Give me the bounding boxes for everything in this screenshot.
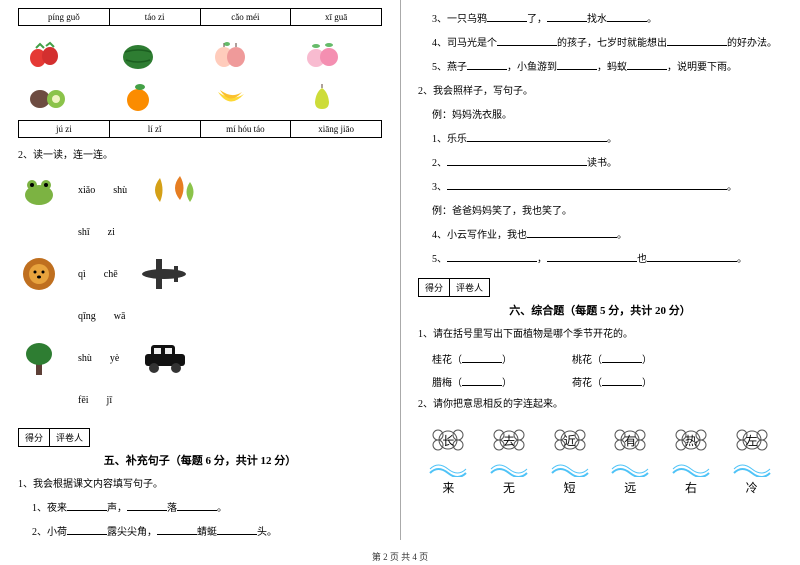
- pinyin-cell: mí hóu táo: [201, 121, 292, 137]
- banana-icon: [202, 78, 258, 116]
- peach-icon: [294, 36, 350, 74]
- fill-line: 2、小荷露尖尖角，蜻蜓头。: [18, 521, 382, 545]
- orange-icon: [110, 78, 166, 116]
- sec5-q1: 1、我会根据课文内容填写句子。: [18, 473, 382, 497]
- wave-row: 来 无 短 远 右 冷: [418, 463, 782, 498]
- wave-item: 无: [489, 463, 529, 498]
- word: chē: [104, 269, 118, 280]
- fill-line: 2、读书。: [418, 152, 782, 176]
- word: wā: [114, 311, 126, 322]
- sec-q2: 2、我会照样子，写句子。: [418, 80, 782, 104]
- grader-label: 评卷人: [50, 429, 89, 446]
- pinyin-cell: lí zǐ: [110, 121, 201, 137]
- matching-area: xiǎo shù shī zi qì chē qīng wā shù yè fēi jī: [18, 170, 382, 420]
- car-icon: [137, 338, 193, 378]
- word: fēi: [78, 395, 89, 406]
- word: xiǎo: [78, 185, 95, 196]
- score-label: 得分: [19, 429, 50, 446]
- flower-item: 有: [610, 425, 650, 455]
- flower-item: 近: [550, 425, 590, 455]
- pinyin-cell: xiāng jiāo: [291, 121, 381, 137]
- example: 例：爸爸妈妈笑了，我也笑了。: [418, 200, 782, 224]
- wave-item: 远: [610, 463, 650, 498]
- strawberry-icon: [18, 36, 74, 74]
- fill-line: 3、一只乌鸦了，找水。: [418, 8, 782, 32]
- flower-row: 长 去 近 有 热 左: [418, 425, 782, 455]
- tree-icon: [18, 339, 60, 377]
- frog-icon: [18, 171, 60, 209]
- word: shù: [113, 185, 127, 196]
- word: qì: [78, 269, 86, 280]
- flower-item: 左: [732, 425, 772, 455]
- word: shī: [78, 227, 90, 238]
- flower-item: 去: [489, 425, 529, 455]
- wave-item: 冷: [732, 463, 772, 498]
- score-box: 得分 评卷人: [418, 278, 490, 297]
- grader-label: 评卷人: [450, 279, 489, 296]
- pinyin-table-top: píng guǒ táo zi cǎo méi xī guā: [18, 8, 382, 26]
- sec6-q2: 2、请你把意思相反的字连起来。: [418, 393, 782, 417]
- fill-line: 1、乐乐。: [418, 128, 782, 152]
- pinyin-table-bottom: jú zi lí zǐ mí hóu táo xiāng jiāo: [18, 120, 382, 138]
- fruit-grid: [18, 32, 382, 120]
- wave-item: 短: [550, 463, 590, 498]
- wave-item: 右: [671, 463, 711, 498]
- example: 例：妈妈洗衣服。: [418, 104, 782, 128]
- fill-line: 3、。: [418, 176, 782, 200]
- word: yè: [110, 353, 119, 364]
- sec6-q1: 1、请在括号里写出下面植物是哪个季节开花的。: [418, 323, 782, 347]
- score-box: 得分 评卷人: [18, 428, 90, 447]
- section-6-title: 六、综合题（每题 5 分，共计 20 分）: [418, 299, 782, 323]
- kiwi-icon: [18, 78, 74, 116]
- pear-icon: [294, 78, 350, 116]
- fill-line: 4、小云写作业，我也。: [418, 224, 782, 248]
- plane-icon: [136, 254, 192, 294]
- flower-item: 热: [671, 425, 711, 455]
- leaf-icon: [145, 170, 201, 210]
- page-footer: 第 2 页 共 4 页: [0, 550, 800, 563]
- fill-line: 5、，也。: [418, 248, 782, 272]
- plant-row: 桂花（） 桃花（）: [418, 347, 782, 370]
- pinyin-cell: jú zi: [19, 121, 110, 137]
- flower-item: 长: [428, 425, 468, 455]
- plant-row: 腊梅（） 荷花（）: [418, 370, 782, 393]
- word: shù: [78, 353, 92, 364]
- word: jī: [107, 395, 113, 406]
- pinyin-cell: táo zi: [110, 9, 201, 25]
- watermelon-icon: [110, 36, 166, 74]
- pinyin-cell: xī guā: [291, 9, 381, 25]
- word: qīng: [78, 311, 96, 322]
- pinyin-cell: píng guǒ: [19, 9, 110, 25]
- apple-icon: [202, 36, 258, 74]
- lion-icon: [18, 255, 60, 293]
- fill-line: 5、燕子，小鱼游到，蚂蚁，说明要下雨。: [418, 56, 782, 80]
- wave-item: 来: [428, 463, 468, 498]
- fill-line: 4、司马光是个的孩子，七岁时就能想出的好办法。: [418, 32, 782, 56]
- section-5-title: 五、补充句子（每题 6 分，共计 12 分）: [18, 449, 382, 473]
- pinyin-cell: cǎo méi: [201, 9, 292, 25]
- score-label: 得分: [419, 279, 450, 296]
- question-2-title: 2、读一读，连一连。: [18, 144, 382, 168]
- fill-line: 1、夜来声，落。: [18, 497, 382, 521]
- word: zi: [108, 227, 115, 238]
